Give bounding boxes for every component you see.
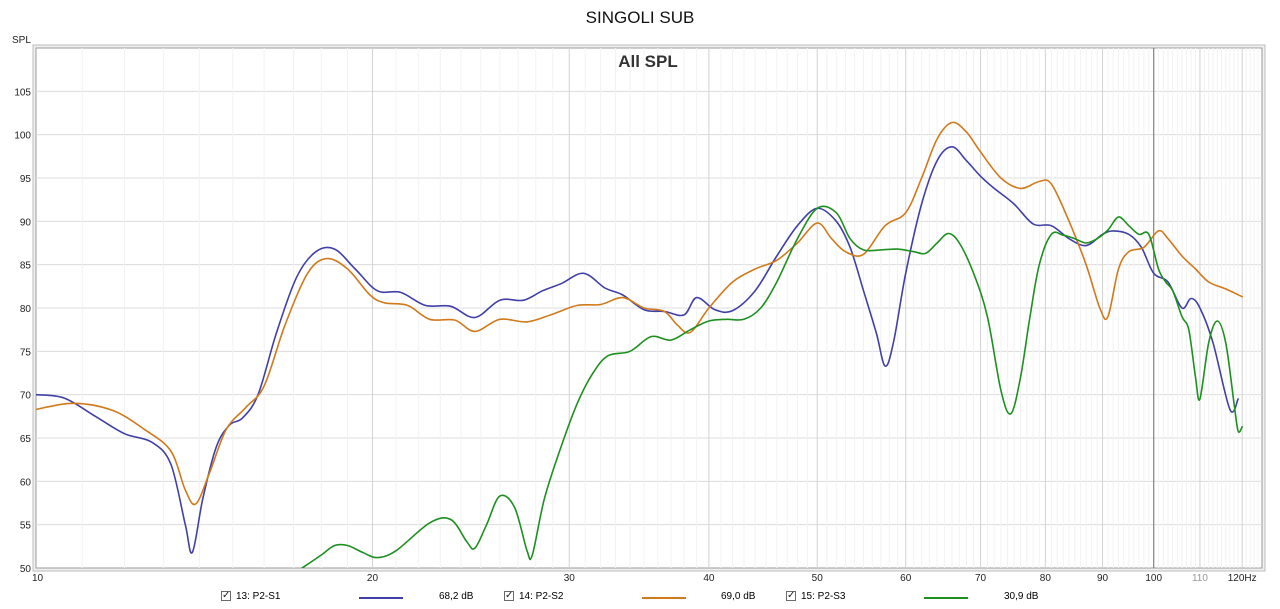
grid-lines [36, 48, 1262, 568]
y-tick-label: 85 [20, 261, 32, 272]
y-tick-label: 60 [20, 477, 32, 488]
series-1-value: 68,2 dB [439, 591, 474, 602]
x-tick-label: 100 [1145, 573, 1162, 584]
y-tick-label: 80 [20, 304, 32, 315]
series-1-checkbox[interactable]: ✓ [221, 590, 231, 601]
legend-item-series-2: ✓ 14: P2-S2 69,0 dB [504, 590, 764, 606]
y-tick-label: 70 [20, 391, 32, 402]
series-3-line-swatch [924, 597, 968, 599]
x-tick-label: 10 [32, 573, 44, 584]
series-2-value: 69,0 dB [721, 591, 756, 602]
series-3-value: 30,9 dB [1004, 591, 1039, 602]
page-title: SINGOLI SUB [585, 8, 695, 27]
series-2-line [36, 121, 1243, 506]
y-tick-label: 90 [20, 217, 32, 228]
series-2-label: 14: P2-S2 [519, 591, 564, 602]
y-tick-label: 95 [20, 174, 32, 185]
x-tick-label: 60 [900, 573, 912, 584]
x-tick-label: 90 [1097, 573, 1109, 584]
legend: ✓ 13: P2-S1 68,2 dB ✓ 14: P2-S2 69,0 dB … [0, 590, 1280, 606]
y-tick-label: 105 [14, 87, 31, 98]
y-tick-label: 100 [14, 131, 31, 142]
tick-labels: 50 55 60 65 70 75 80 85 90 95 100 105 10 20 30 40 50 60 70… [14, 87, 1256, 584]
legend-item-series-3: ✓ 15: P2-S3 30,9 dB [786, 590, 1046, 606]
series-3-checkbox[interactable]: ✓ [786, 590, 796, 601]
x-tick-label: 120Hz [1228, 573, 1257, 584]
y-tick-label: 55 [20, 521, 32, 532]
series-1-line-swatch [359, 597, 403, 599]
x-tick-label: 110 [1192, 573, 1208, 584]
x-tick-label: 40 [703, 573, 715, 584]
x-tick-label: 50 [812, 573, 824, 584]
x-tick-label: 70 [975, 573, 987, 584]
x-tick-label: 80 [1040, 573, 1052, 584]
x-tick-label: 20 [367, 573, 379, 584]
series-2-line-swatch [642, 597, 686, 599]
chart-title: All SPL [618, 52, 678, 71]
y-axis-label: SPL [12, 35, 31, 46]
series-3-line [301, 205, 1243, 568]
y-tick-label: 50 [20, 564, 32, 575]
series-1-label: 13: P2-S1 [236, 591, 281, 602]
y-tick-label: 75 [20, 347, 32, 358]
series-3-label: 15: P2-S3 [801, 591, 846, 602]
y-tick-label: 65 [20, 434, 32, 445]
series-2-checkbox[interactable]: ✓ [504, 590, 514, 601]
series-lines [36, 121, 1243, 568]
x-tick-label: 30 [564, 573, 576, 584]
legend-item-series-1: ✓ 13: P2-S1 68,2 dB [221, 590, 481, 606]
